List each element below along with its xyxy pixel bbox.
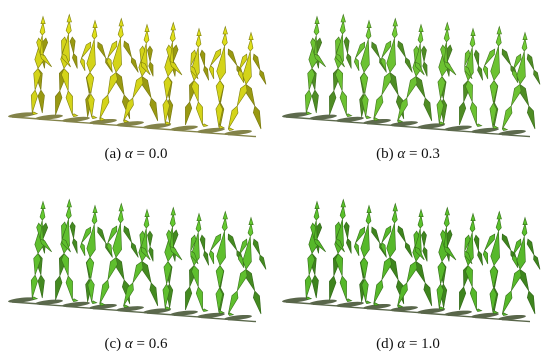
caption-b-label: (b) xyxy=(376,146,394,162)
skeleton-figure xyxy=(482,210,519,315)
skeleton-figure xyxy=(373,17,413,122)
skeleton-figure xyxy=(55,13,79,118)
skeleton-figure xyxy=(55,198,79,303)
skeleton-figure xyxy=(208,25,245,130)
skeleton-figure xyxy=(329,198,353,303)
skeleton-figure xyxy=(501,216,541,316)
panel-c-figure xyxy=(8,190,270,340)
ground-shadow xyxy=(8,297,257,323)
skeleton-figure xyxy=(397,23,433,123)
caption-b: (b) α = 0.3 xyxy=(272,146,544,163)
caption-d-label: (d) xyxy=(376,336,394,352)
panel-a-figure xyxy=(8,5,270,155)
walking-poses-render-c xyxy=(8,198,267,323)
skeleton-figure xyxy=(436,206,457,311)
skeleton-figure xyxy=(208,210,245,315)
skeleton-figure xyxy=(162,206,183,311)
skeleton-figure xyxy=(227,216,267,316)
skeleton-figure xyxy=(123,23,159,123)
skeleton-figure xyxy=(79,19,113,119)
skeleton-figure xyxy=(185,27,209,127)
caption-a-label: (a) xyxy=(104,146,122,162)
skeleton-figure xyxy=(227,31,267,131)
skeleton-figure xyxy=(30,200,52,300)
ground-shadow xyxy=(8,112,257,138)
caption-b-value: = 0.3 xyxy=(408,146,440,162)
caption-c-alpha: α xyxy=(124,336,133,352)
caption-d-alpha: α xyxy=(397,336,406,352)
skeleton-figure xyxy=(30,15,52,115)
skeleton-figure xyxy=(373,202,413,307)
caption-a-value: = 0.0 xyxy=(136,146,168,162)
caption-a: (a) α = 0.0 xyxy=(0,146,272,163)
ground-shadow xyxy=(282,112,531,138)
skeleton-figure xyxy=(501,31,541,131)
skeleton-figure xyxy=(329,13,353,118)
skeleton-figure xyxy=(459,212,483,312)
caption-b-alpha: α xyxy=(397,146,406,162)
skeleton-figure xyxy=(304,15,326,115)
panel-d-figure xyxy=(282,190,544,340)
skeleton-figure xyxy=(123,208,159,308)
walking-poses-render-b xyxy=(282,13,541,138)
caption-c: (c) α = 0.6 xyxy=(0,336,272,353)
skeleton-figure xyxy=(353,19,387,119)
ground-shadow xyxy=(282,297,531,323)
skeleton-figure xyxy=(397,208,433,308)
walking-poses-render-d xyxy=(282,198,541,323)
skeleton-figure xyxy=(353,204,387,304)
skeleton-figure xyxy=(436,21,457,126)
caption-d: (d) α = 1.0 xyxy=(272,336,544,353)
panel-b-figure xyxy=(282,5,544,155)
skeleton-figure xyxy=(99,17,139,122)
caption-d-value: = 1.0 xyxy=(408,336,440,352)
caption-a-alpha: α xyxy=(124,146,133,162)
skeleton-figure xyxy=(304,200,326,300)
skeleton-figure xyxy=(162,21,183,126)
caption-c-value: = 0.6 xyxy=(136,336,168,352)
skeleton-figure xyxy=(482,25,519,130)
skeleton-figure xyxy=(185,212,209,312)
skeleton-figure xyxy=(99,202,139,307)
walking-poses-render-a xyxy=(8,13,267,138)
skeleton-figure xyxy=(459,27,483,127)
caption-c-label: (c) xyxy=(104,336,122,352)
